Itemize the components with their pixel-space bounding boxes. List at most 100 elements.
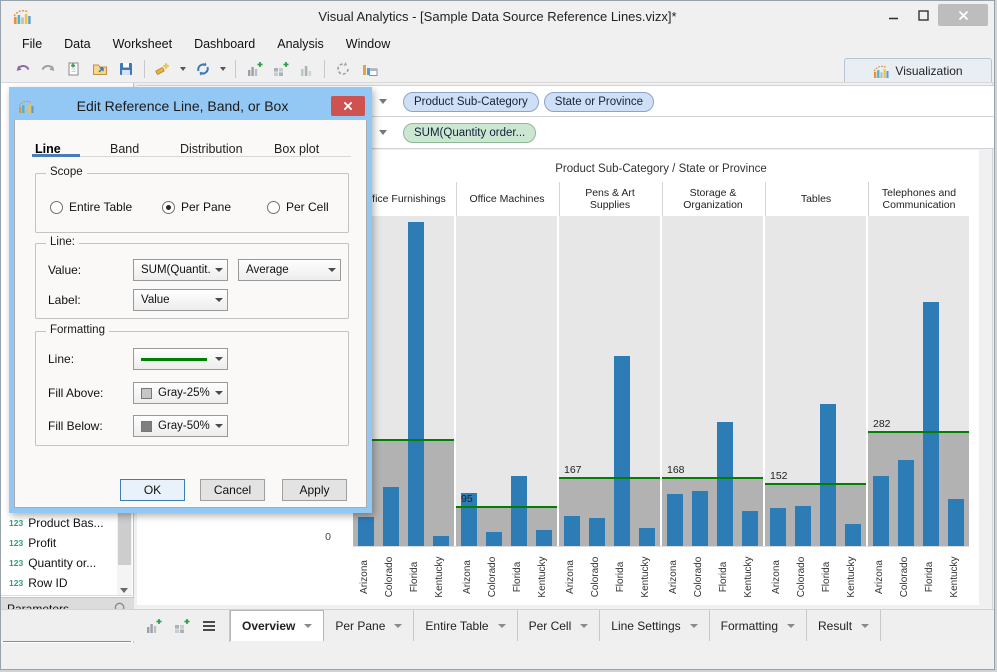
dialog-tab-line[interactable]: Line: [35, 142, 61, 156]
bottom-tab-overview[interactable]: Overview: [230, 610, 325, 641]
menu-item-data[interactable]: Data: [64, 36, 91, 51]
bar-kentucky[interactable]: [433, 536, 450, 546]
bottom-tab-per-cell[interactable]: Per Cell: [518, 610, 601, 641]
menu-item-dashboard[interactable]: Dashboard: [194, 36, 256, 51]
menu-item-file[interactable]: File: [22, 36, 43, 51]
pill-product-sub-category[interactable]: Product Sub-Category: [403, 92, 539, 112]
bar-kentucky[interactable]: [639, 528, 656, 546]
refresh-layout-button[interactable]: [332, 58, 354, 80]
bar-colorado[interactable]: [897, 460, 914, 546]
open-button[interactable]: [89, 58, 111, 80]
bottom-tab-per-pane[interactable]: Per Pane: [324, 610, 415, 641]
add-worksheet-button[interactable]: [243, 58, 265, 80]
radio-per-cell[interactable]: Per Cell: [267, 200, 329, 214]
dialog-close-button[interactable]: [331, 95, 365, 116]
reference-line[interactable]: [868, 431, 969, 434]
bar-florida[interactable]: [511, 476, 528, 546]
bar-kentucky[interactable]: [948, 498, 965, 546]
label-dropdown[interactable]: Value: [133, 289, 228, 311]
scroll-down-icon[interactable]: [120, 588, 128, 593]
value-field-dropdown[interactable]: SUM(Quantit...: [133, 259, 228, 281]
bar-kentucky[interactable]: [742, 511, 759, 546]
new-workbook-button[interactable]: [63, 58, 85, 80]
ok-button[interactable]: OK: [120, 479, 185, 501]
bottom-tab-line-settings[interactable]: Line Settings: [600, 610, 710, 641]
dialog-tab-distribution[interactable]: Distribution: [180, 142, 243, 156]
aggregation-dropdown[interactable]: Average: [238, 259, 341, 281]
cancel-button[interactable]: Cancel: [200, 479, 265, 501]
menu-item-analysis[interactable]: Analysis: [277, 36, 324, 51]
reference-line[interactable]: [662, 476, 763, 479]
add-dashboard-button[interactable]: [269, 58, 291, 80]
toolbar-separator: [144, 60, 145, 78]
bar-florida[interactable]: [820, 404, 837, 546]
format-wand-dropdown-caret[interactable]: [180, 67, 186, 71]
pill-state-or-province[interactable]: State or Province: [543, 92, 655, 112]
bar-chart-icon: [301, 66, 312, 76]
x-axis-label: Colorado: [589, 556, 601, 598]
save-button[interactable]: [115, 58, 137, 80]
add-worksheet-button[interactable]: [143, 616, 163, 636]
bar-kentucky[interactable]: [536, 530, 553, 546]
bar-chart-button[interactable]: [295, 58, 317, 80]
line-style-dropdown[interactable]: [133, 348, 228, 370]
bar-colorado[interactable]: [485, 532, 502, 546]
list-item[interactable]: 123 Row ID: [1, 573, 113, 593]
bar-arizona[interactable]: [563, 516, 580, 546]
bar-arizona[interactable]: [666, 494, 683, 546]
chart-window-button[interactable]: [358, 58, 380, 80]
list-item[interactable]: 123 Profit: [1, 533, 113, 553]
menu-item-window[interactable]: Window: [345, 36, 391, 51]
dialog-tab-band[interactable]: Band: [110, 142, 140, 156]
fill-above-dropdown[interactable]: Gray-25%: [133, 382, 228, 404]
radio-entire-table[interactable]: Entire Table: [50, 200, 132, 214]
reference-line[interactable]: [353, 438, 454, 441]
bar-arizona[interactable]: [769, 507, 786, 546]
minimize-button[interactable]: [878, 4, 908, 26]
bar-arizona[interactable]: [872, 475, 889, 546]
reference-line[interactable]: [765, 483, 866, 486]
reference-line[interactable]: [456, 506, 557, 508]
x-axis-label: Colorado: [692, 556, 704, 598]
bar-arizona[interactable]: [357, 517, 374, 546]
format-wand-button[interactable]: [152, 58, 174, 80]
bar-florida[interactable]: [717, 422, 734, 546]
scrollbar-thumb[interactable]: [118, 513, 131, 565]
undo-button[interactable]: [11, 58, 33, 80]
numeric-field-icon: 123: [9, 578, 24, 588]
dialog-tab-box-plot[interactable]: Box plot: [274, 142, 320, 156]
radio-per-pane[interactable]: Per Pane: [162, 200, 231, 214]
fill-below-dropdown[interactable]: Gray-50%: [133, 415, 228, 437]
field-list-scrollbar[interactable]: [117, 513, 132, 595]
radio-label: Per Cell: [286, 200, 329, 214]
bar-florida[interactable]: [408, 222, 425, 546]
bar-colorado[interactable]: [588, 518, 605, 546]
list-item[interactable]: 123 Quantity or...: [1, 553, 113, 573]
chart-pane: [456, 216, 557, 546]
apply-button[interactable]: Apply: [282, 479, 347, 501]
bar-kentucky[interactable]: [845, 524, 862, 546]
maximize-button[interactable]: [908, 4, 938, 26]
bottom-tab-formatting[interactable]: Formatting: [710, 610, 808, 641]
refresh-data-button[interactable]: [192, 58, 214, 80]
bottom-tab-result[interactable]: Result: [807, 610, 882, 641]
bar-colorado[interactable]: [382, 487, 399, 546]
sheet-list-button[interactable]: [199, 616, 219, 636]
refresh-data-dropdown-caret[interactable]: [220, 67, 226, 71]
bar-florida[interactable]: [614, 356, 631, 546]
close-button[interactable]: [938, 4, 988, 26]
pill-sum-quantity-order[interactable]: SUM(Quantity order...: [403, 123, 537, 143]
list-item[interactable]: 123 Product Bas...: [1, 513, 113, 533]
redo-button[interactable]: [37, 58, 59, 80]
shelf-dropdown-caret[interactable]: [379, 99, 387, 104]
add-dashboard-button[interactable]: [171, 616, 191, 636]
bar-colorado[interactable]: [691, 490, 708, 546]
reference-line[interactable]: [559, 477, 660, 480]
menu-item-worksheet[interactable]: Worksheet: [112, 36, 173, 51]
bar-colorado[interactable]: [794, 506, 811, 546]
bottom-tab-entire-table[interactable]: Entire Table: [414, 610, 518, 641]
visualization-tab[interactable]: Visualization: [844, 58, 992, 82]
shelf-dropdown-caret[interactable]: [379, 130, 387, 135]
bar-florida[interactable]: [923, 302, 940, 546]
chart-pane: [868, 216, 969, 546]
